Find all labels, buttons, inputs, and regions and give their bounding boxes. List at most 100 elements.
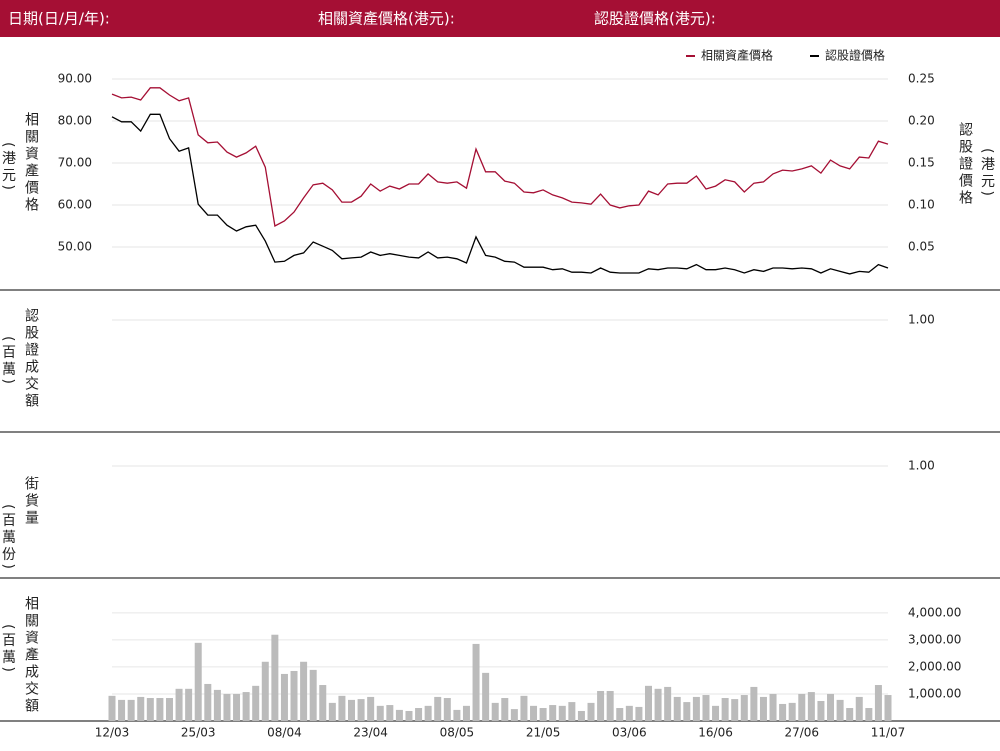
- bar: [568, 702, 576, 721]
- bar: [884, 695, 892, 721]
- y-axis-label: 相關資產成交額: [23, 596, 39, 715]
- bar: [108, 695, 116, 721]
- x-tick-label: 11/07: [871, 726, 906, 740]
- header-price: 相關資產價格(港元):: [318, 10, 455, 28]
- bar: [798, 693, 806, 721]
- bar: [501, 698, 509, 721]
- y-axis-unit: (百萬): [0, 624, 16, 675]
- bar: [759, 696, 767, 721]
- bar: [827, 693, 835, 721]
- bar: [156, 698, 164, 721]
- bar: [415, 708, 423, 721]
- bar: [587, 702, 595, 721]
- bar: [386, 705, 394, 721]
- line-series: [111, 113, 889, 275]
- bar: [443, 698, 451, 721]
- bar: [683, 702, 691, 721]
- y-tick-label: 60.00: [58, 198, 92, 212]
- x-tick-label: 23/04: [353, 726, 388, 740]
- bar: [702, 695, 710, 721]
- bar: [874, 685, 882, 721]
- bar: [118, 699, 126, 721]
- bar: [510, 709, 518, 721]
- bar: [185, 688, 193, 721]
- bar: [127, 699, 135, 721]
- bar: [204, 683, 212, 721]
- bar: [242, 692, 250, 721]
- bar: [233, 693, 241, 721]
- y-axis-unit: (百萬份): [0, 504, 16, 572]
- bar: [290, 670, 298, 721]
- bar: [865, 708, 873, 721]
- bar: [750, 686, 758, 721]
- y-axis-unit: (百萬): [0, 336, 16, 387]
- bar: [558, 705, 566, 721]
- y-axis-unit: (港元): [0, 142, 16, 193]
- y2-axis-unit: (港元): [979, 148, 995, 199]
- bar: [328, 702, 336, 721]
- x-tick-label: 21/05: [526, 726, 561, 740]
- bar: [194, 642, 202, 721]
- y-tick-label: 1,000.00: [908, 686, 961, 700]
- x-tick-label: 25/03: [181, 726, 216, 740]
- bar: [338, 695, 346, 721]
- bar: [740, 695, 748, 721]
- bar: [779, 703, 787, 721]
- bar: [482, 672, 490, 721]
- header-bar: [0, 0, 1000, 37]
- y-axis-label: 街貨量: [23, 476, 39, 527]
- bar: [491, 702, 499, 721]
- bar: [731, 699, 739, 721]
- bar: [769, 693, 777, 721]
- bar: [673, 696, 681, 721]
- bar: [616, 708, 624, 721]
- y-tick-label: 70.00: [58, 156, 92, 170]
- y2-tick-label: 0.20: [908, 114, 935, 128]
- x-tick-label: 03/06: [612, 726, 647, 740]
- x-tick-label: 08/05: [440, 726, 475, 740]
- bar: [271, 634, 279, 721]
- bar: [146, 698, 154, 721]
- legend-label: 相關資產價格: [701, 48, 773, 63]
- bar: [606, 690, 614, 721]
- bar: [213, 689, 221, 721]
- bar: [664, 686, 672, 721]
- bar: [376, 705, 384, 721]
- bar: [577, 710, 585, 721]
- bar: [855, 696, 863, 721]
- bar: [261, 661, 269, 721]
- y-axis-label: 認股證成交額: [23, 308, 39, 410]
- bar: [520, 695, 528, 721]
- bar: [405, 710, 413, 721]
- bar: [692, 696, 700, 721]
- bar: [654, 688, 662, 721]
- bar: [807, 692, 815, 721]
- bar: [165, 698, 173, 721]
- bar: [472, 643, 480, 721]
- bar: [137, 696, 145, 721]
- bar: [817, 700, 825, 721]
- bar: [223, 693, 231, 721]
- y-tick-label: 3,000.00: [908, 632, 961, 646]
- bar: [644, 685, 652, 721]
- header-warrant: 認股證價格(港元):: [594, 10, 716, 28]
- y2-tick-label: 0.10: [908, 198, 935, 212]
- y-tick-label: 50.00: [58, 240, 92, 254]
- x-tick-label: 08/04: [267, 726, 302, 740]
- y2-axis-label: 認股證價格: [957, 122, 973, 207]
- bar: [367, 696, 375, 721]
- bar: [348, 699, 356, 721]
- y-tick-label: 2,000.00: [908, 659, 961, 673]
- bar: [836, 699, 844, 721]
- bar: [453, 709, 461, 721]
- bar: [357, 699, 365, 721]
- header-date: 日期(日/月/年):: [8, 10, 110, 28]
- bar: [319, 685, 327, 721]
- y-axis-label: 相關資產價格: [23, 112, 39, 214]
- bar: [280, 673, 288, 721]
- bar: [300, 661, 308, 721]
- bar: [309, 669, 317, 721]
- y2-tick-label: 0.25: [908, 72, 935, 86]
- bar: [721, 698, 729, 721]
